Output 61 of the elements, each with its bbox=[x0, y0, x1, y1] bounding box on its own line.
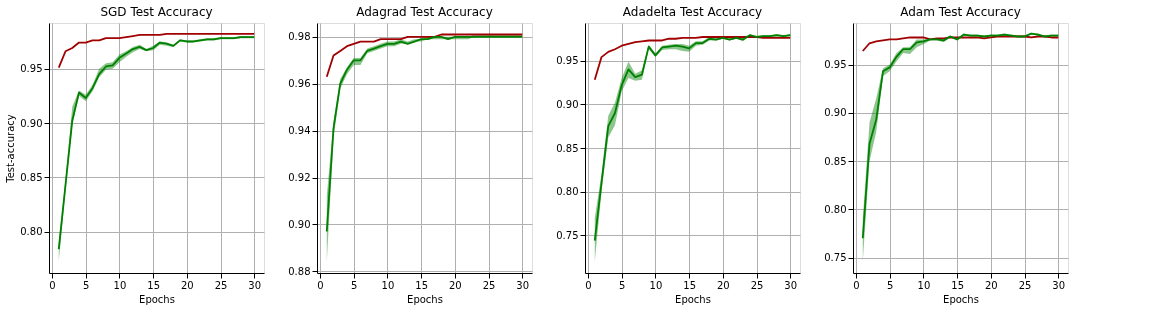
line-series bbox=[861, 35, 1060, 52]
x-tick-label: 5 bbox=[351, 279, 358, 291]
line-series bbox=[593, 36, 792, 81]
x-tick-label: 5 bbox=[619, 279, 626, 291]
y-axis-title: Test-accuracy bbox=[5, 114, 17, 184]
x-tick-label: 20 bbox=[180, 279, 194, 291]
y-tick-label: 0.92 bbox=[288, 172, 311, 184]
y-tick-label: 0.85 bbox=[20, 171, 43, 183]
x-tick-label: 25 bbox=[1018, 279, 1032, 291]
y-tick-label: 0.85 bbox=[556, 142, 579, 154]
y-tick-label: 0.90 bbox=[288, 218, 311, 230]
line-series bbox=[57, 32, 256, 69]
x-axis-title: Epochs bbox=[139, 293, 175, 305]
x-tick-label: 0 bbox=[585, 279, 592, 291]
chart-title: Adam Test Accuracy bbox=[900, 5, 1021, 19]
x-tick-label: 10 bbox=[649, 279, 663, 291]
chart-title: Adagrad Test Accuracy bbox=[356, 5, 493, 19]
y-tick-label: 0.80 bbox=[824, 203, 847, 215]
y-tick-label: 0.94 bbox=[288, 125, 311, 137]
x-tick-label: 10 bbox=[381, 279, 395, 291]
x-tick-label: 25 bbox=[750, 279, 764, 291]
y-tick-label: 0.98 bbox=[288, 31, 311, 43]
x-tick-label: 25 bbox=[214, 279, 228, 291]
x-tick-label: 0 bbox=[853, 279, 860, 291]
y-tick-label: 0.75 bbox=[824, 252, 847, 264]
y-tick-label: 0.80 bbox=[20, 226, 43, 238]
x-tick-label: 0 bbox=[49, 279, 56, 291]
x-tick-label: 10 bbox=[917, 279, 931, 291]
y-tick-label: 0.80 bbox=[556, 186, 579, 198]
x-tick-label: 5 bbox=[887, 279, 894, 291]
x-tick-label: 30 bbox=[516, 279, 530, 291]
x-tick-label: 15 bbox=[415, 279, 428, 291]
x-axis-title: Epochs bbox=[407, 293, 443, 305]
x-tick-label: 20 bbox=[716, 279, 730, 291]
y-tick-label: 0.85 bbox=[824, 155, 847, 167]
x-tick-label: 25 bbox=[482, 279, 496, 291]
x-tick-label: 30 bbox=[784, 279, 798, 291]
y-tick-label: 0.90 bbox=[556, 98, 579, 110]
x-tick-label: 30 bbox=[1052, 279, 1066, 291]
x-tick-label: 30 bbox=[248, 279, 262, 291]
x-tick-label: 15 bbox=[683, 279, 696, 291]
y-tick-label: 0.90 bbox=[824, 107, 847, 119]
chart-title: Adadelta Test Accuracy bbox=[622, 5, 763, 19]
y-tick-label: 0.96 bbox=[288, 78, 311, 90]
x-axis-title: Epochs bbox=[675, 293, 711, 305]
x-tick-label: 0 bbox=[317, 279, 324, 291]
x-tick-label: 10 bbox=[113, 279, 127, 291]
y-tick-label: 0.88 bbox=[288, 265, 311, 277]
x-tick-label: 5 bbox=[83, 279, 90, 291]
x-tick-label: 15 bbox=[951, 279, 964, 291]
chart-title: SGD Test Accuracy bbox=[100, 5, 213, 19]
y-tick-label: 0.95 bbox=[20, 63, 43, 75]
y-tick-label: 0.75 bbox=[556, 229, 579, 241]
x-tick-label: 15 bbox=[147, 279, 160, 291]
line-series bbox=[325, 33, 524, 78]
x-tick-label: 20 bbox=[984, 279, 998, 291]
x-tick-label: 20 bbox=[448, 279, 462, 291]
y-tick-label: 0.90 bbox=[20, 117, 43, 129]
x-axis-title: Epochs bbox=[943, 293, 979, 305]
y-tick-label: 0.95 bbox=[556, 55, 579, 67]
y-tick-label: 0.95 bbox=[824, 59, 847, 71]
